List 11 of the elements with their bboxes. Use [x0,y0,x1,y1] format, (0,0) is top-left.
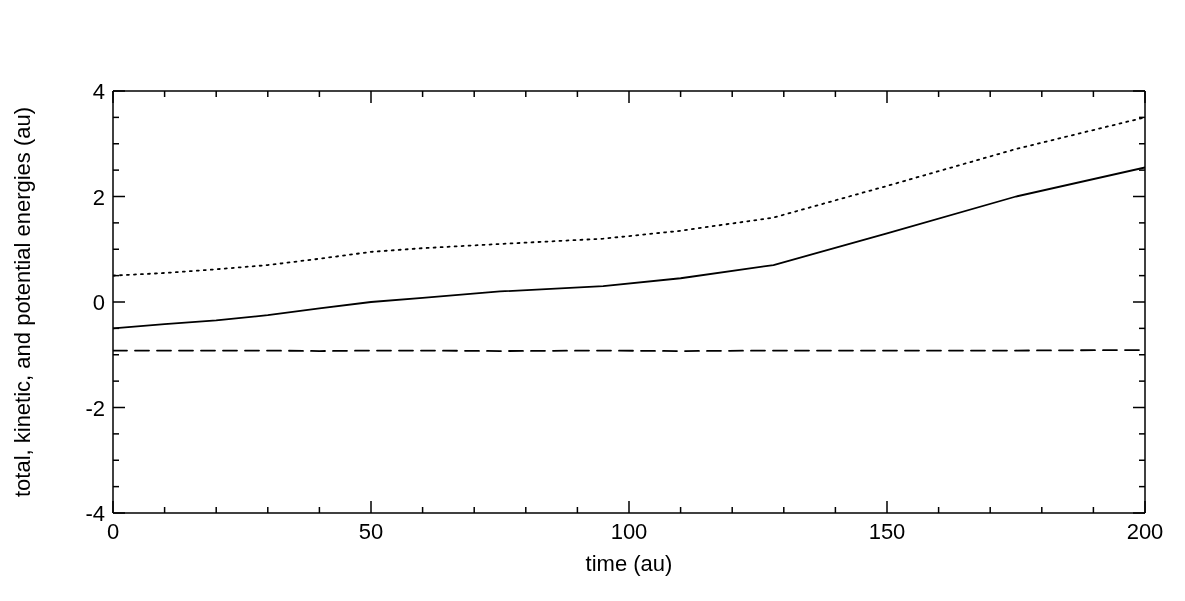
x-tick-label: 100 [610,519,648,544]
y-tick-label: -4 [85,501,105,526]
y-tick-label: -2 [85,395,105,421]
y-axis-title: total, kinetic, and potential energies (au) [9,106,35,498]
y-tick-label: 0 [92,290,105,315]
x-tick-label: 200 [1126,519,1164,544]
x-tick-label: 150 [868,519,906,544]
x-axis-title: time (au) [585,551,673,576]
x-tick-label: 50 [358,519,384,544]
y-tick-label: 2 [92,184,105,210]
y-tick-label: 4 [92,79,105,104]
